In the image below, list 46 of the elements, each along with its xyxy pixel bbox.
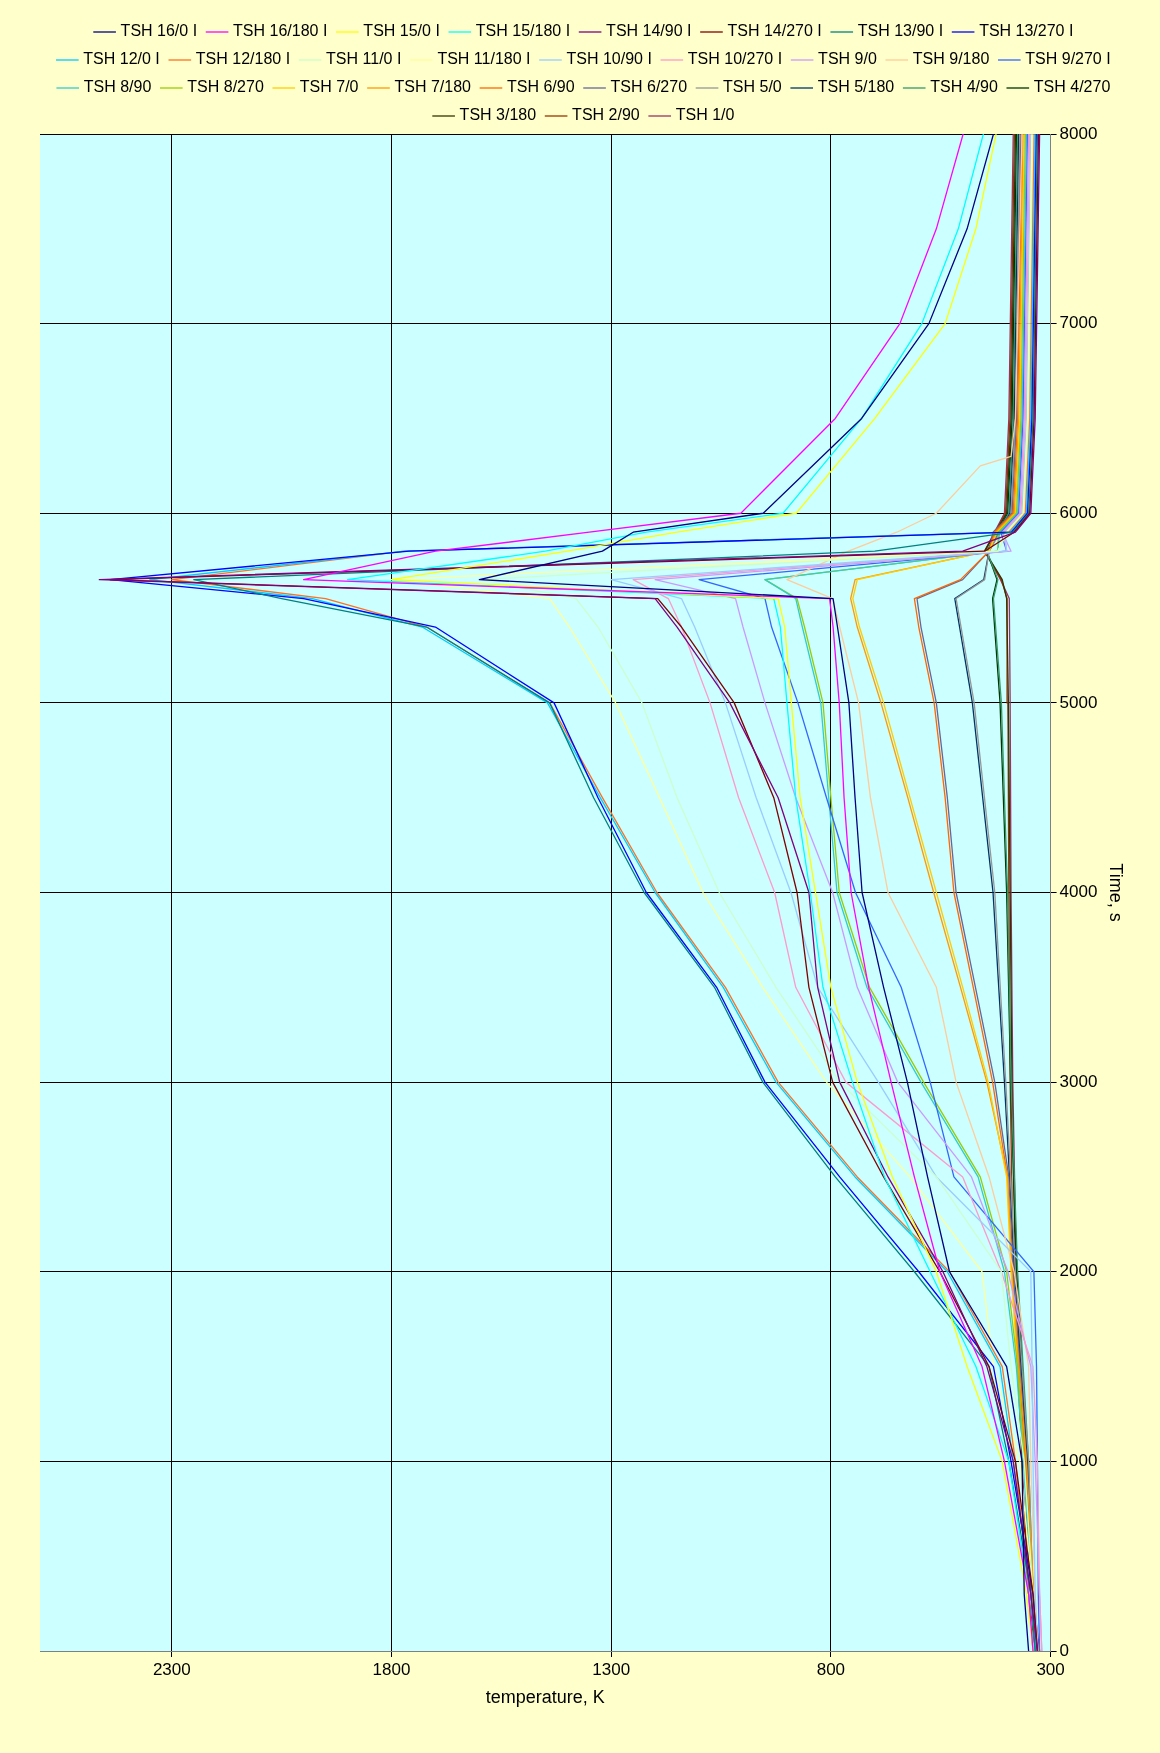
x-tick-label: 300 <box>1036 1659 1065 1679</box>
legend-label: TSH 15/180 I <box>475 22 571 40</box>
legend-label: TSH 16/180 I <box>233 22 328 40</box>
legend-label: TSH 12/180 I <box>195 50 291 68</box>
y-tick-label: 1000 <box>1059 1451 1098 1471</box>
legend-label: TSH 6/90 <box>506 78 575 96</box>
legend-label: TSH 9/270 I <box>1025 50 1111 68</box>
legend-label: TSH 10/270 I <box>687 50 783 68</box>
legend-label: TSH 2/90 <box>572 106 640 124</box>
y-axis-title: Time, s <box>1106 863 1127 922</box>
y-tick-label: 3000 <box>1059 1071 1098 1091</box>
x-tick-label: 800 <box>816 1659 846 1679</box>
legend-label: TSH 15/0 I <box>363 22 440 40</box>
legend-label: TSH 3/180 <box>459 106 537 124</box>
legend-label: TSH 6/270 <box>610 78 688 96</box>
legend-label: TSH 8/270 <box>187 78 264 96</box>
legend-label: TSH 8/90 <box>83 78 152 96</box>
legend-label: TSH 16/0 I <box>120 22 198 40</box>
legend-label: TSH 4/270 <box>1033 78 1111 96</box>
legend-label: TSH 13/90 I <box>857 22 944 40</box>
x-tick-label: 1300 <box>592 1659 631 1679</box>
legend-label: TSH 14/270 I <box>727 22 822 40</box>
x-axis-title: temperature, K <box>485 1687 605 1708</box>
legend-label: TSH 12/0 I <box>83 50 160 68</box>
legend-label: TSH 13/270 I <box>979 22 1074 40</box>
legend-label: TSH 7/180 <box>394 78 472 96</box>
legend-label: TSH 7/0 <box>299 78 359 96</box>
legend-label: TSH 9/180 <box>912 50 990 68</box>
y-tick-label: 8000 <box>1059 123 1098 143</box>
legend-label: TSH 5/180 <box>817 78 895 96</box>
y-tick-label: 4000 <box>1059 882 1098 902</box>
y-tick-label: 0 <box>1059 1640 1070 1660</box>
legend-label: TSH 11/0 I <box>326 50 402 68</box>
y-tick-label: 5000 <box>1059 692 1098 712</box>
legend-label: TSH 4/90 <box>930 78 998 96</box>
x-tick-label: 1800 <box>372 1659 411 1679</box>
legend-label: TSH 11/180 I <box>437 50 531 68</box>
legend-label: TSH 14/90 I <box>606 22 692 40</box>
legend-label: TSH 1/0 <box>675 106 735 124</box>
legend-label: TSH 5/0 <box>723 78 782 96</box>
y-tick-label: 7000 <box>1059 313 1098 333</box>
x-tick-label: 2300 <box>152 1659 191 1679</box>
legend-label: TSH 9/0 <box>818 50 877 68</box>
y-tick-label: 2000 <box>1059 1261 1098 1281</box>
legend-label: TSH 10/90 I <box>566 50 652 68</box>
y-tick-label: 6000 <box>1059 502 1098 522</box>
